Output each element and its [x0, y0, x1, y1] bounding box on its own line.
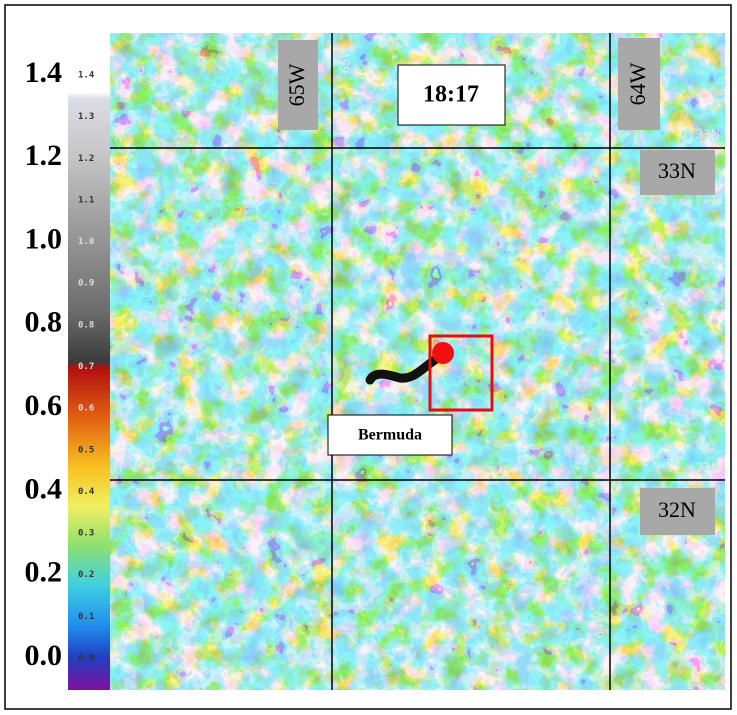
latitude-label: 32N	[658, 497, 696, 522]
colorbar-minor-label: 0.0	[78, 654, 94, 664]
colorbar-minor-label: 0.6	[78, 404, 94, 414]
colorbar-minor-label: 0.3	[78, 529, 94, 539]
colorbar-label: 0.0	[25, 639, 63, 672]
graticule-label: N	[114, 131, 123, 145]
colorbar-minor-label: 1.2	[78, 154, 94, 164]
colorbar-minor-label: 1.4	[78, 71, 95, 81]
position-marker	[432, 342, 454, 364]
graticule-label: 33N	[696, 128, 720, 142]
page: {"colorbar": {"labels": ["1.4", "1.2", "…	[0, 0, 737, 715]
graticule-label: 65W	[313, 636, 327, 663]
colorbar-label: 0.4	[25, 472, 63, 505]
longitude-label: 65W	[284, 63, 309, 106]
colorbar-minor-label: 0.9	[78, 279, 94, 289]
graticule-label: 32N	[696, 461, 720, 475]
colorbar-label: 1.4	[25, 56, 63, 89]
time-label: 18:17	[423, 82, 479, 108]
colorbar-label: 1.0	[25, 222, 63, 255]
colorbar-minor-label: 0.4	[78, 487, 95, 497]
cloud-texture	[110, 33, 725, 690]
latitude-label: 33N	[658, 158, 696, 183]
longitude-label: 64W	[625, 62, 650, 105]
colorbar-minor-label: 1.0	[78, 237, 94, 247]
graticule-label: 65W	[339, 46, 353, 73]
colorbar-label: 0.2	[25, 556, 63, 589]
colorbar-label: 0.6	[25, 389, 63, 422]
colorbar-minor-label: 0.1	[78, 612, 94, 622]
map-figure: 1.4 1.2 1.0 0.8 0.6 0.4 0.2 0.0 1.4 1.3 1.2 1.1 1.0 0…	[0, 0, 737, 715]
place-label: Bermuda	[358, 427, 422, 444]
colorbar-label: 1.2	[25, 139, 63, 172]
graticule-label: N	[114, 461, 123, 475]
colorbar-minor-label: 1.3	[78, 112, 94, 122]
colorbar-minor-label: 0.8	[78, 320, 94, 330]
graticule-label: 64W	[593, 611, 607, 638]
satellite-image	[110, 33, 725, 690]
colorbar-minor-label: 0.5	[78, 445, 94, 455]
colorbar-minor-label: 0.2	[78, 570, 94, 580]
colorbar-label: 0.8	[25, 306, 63, 339]
colorbar-minor-label: 0.7	[78, 362, 94, 372]
colorbar-minor-label: 1.1	[78, 195, 94, 205]
